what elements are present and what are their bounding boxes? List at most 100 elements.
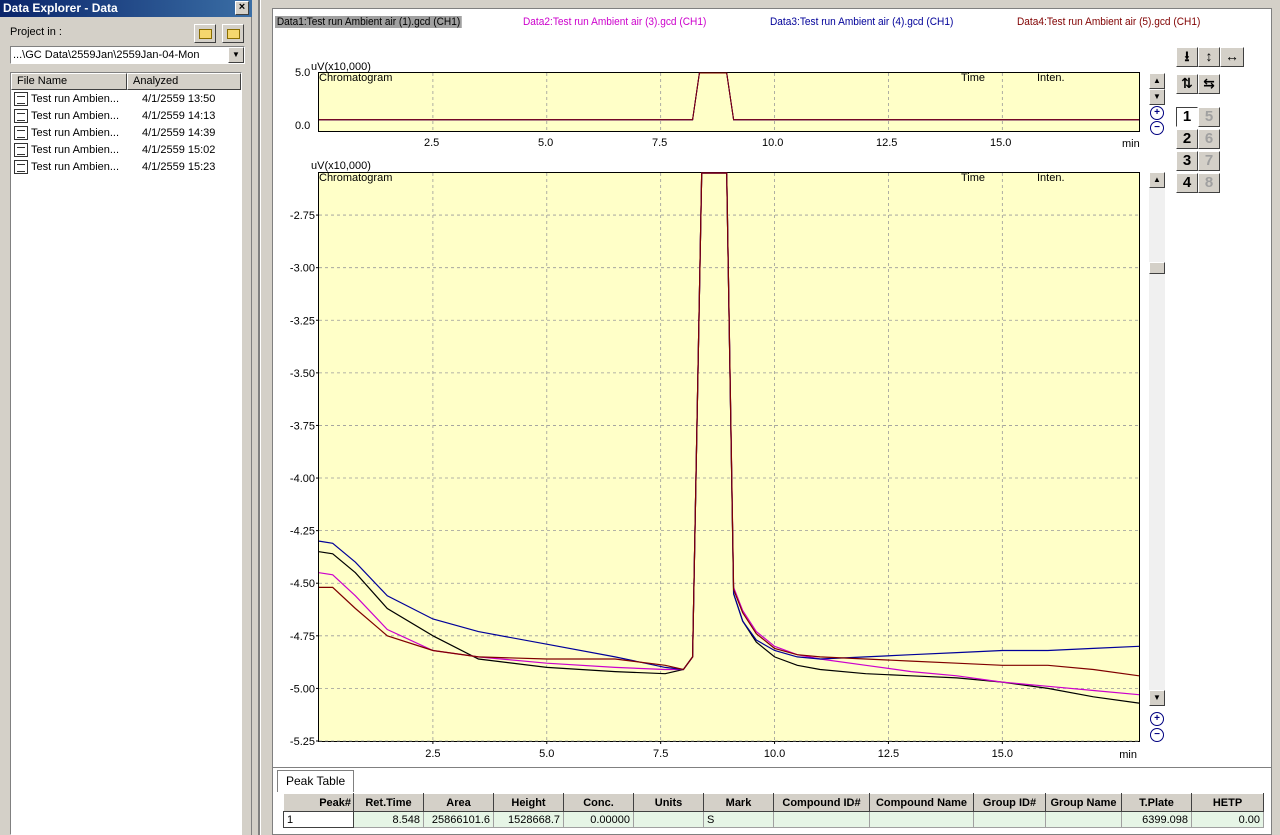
tab-peak-table[interactable]: Peak Table — [277, 770, 355, 792]
browse-folder-button[interactable] — [222, 24, 244, 43]
overview-x-tick: 5.0 — [538, 137, 554, 149]
main-scroll-up-button[interactable]: ▲ — [1149, 172, 1165, 188]
overview-series-line-data2 — [319, 72, 1139, 121]
hetp-cell[interactable]: 0.00 — [1191, 811, 1264, 828]
file-analyzed: 4/1/2559 13:50 — [142, 92, 216, 105]
column-header[interactable]: HETP — [1191, 793, 1264, 812]
units-cell[interactable] — [633, 811, 704, 828]
table-row[interactable]: 1 8.548 25866101.6 1528668.7 0.00000 S 6… — [283, 811, 1264, 828]
peak-number-cell[interactable]: 1 — [283, 811, 354, 828]
legend-data2[interactable]: Data2:Test run Ambient air (3).gcd (CH1) — [523, 16, 707, 28]
main-y-tick-label: -4.50 — [290, 578, 315, 590]
data-explorer-pane: Data Explorer - Data × Project in : ...\… — [0, 0, 252, 835]
overview-scroll-down-button[interactable]: ▼ — [1149, 89, 1165, 105]
column-header[interactable]: T.Plate — [1121, 793, 1192, 812]
file-analyzed: 4/1/2559 14:13 — [142, 109, 216, 122]
group-id-cell[interactable] — [973, 811, 1046, 828]
swap-horizontal-icon[interactable]: ⇆ — [1198, 74, 1220, 94]
main-vertical-scrollbar[interactable] — [1149, 172, 1165, 702]
column-header[interactable]: Compound Name — [869, 793, 974, 812]
main-y-tick-label: -4.25 — [290, 526, 315, 538]
main-y-tick-label: -4.75 — [290, 631, 315, 643]
overview-series-line-data4 — [319, 72, 1139, 121]
main-zoom-in-icon[interactable]: + — [1150, 712, 1164, 726]
mark-cell[interactable]: S — [703, 811, 774, 828]
swap-vertical-icon[interactable]: ⇅ — [1176, 74, 1198, 94]
column-header[interactable]: Group Name — [1045, 793, 1122, 812]
file-analyzed: 4/1/2559 15:23 — [142, 160, 216, 173]
layout-1-button[interactable]: 1 — [1176, 107, 1198, 127]
chevron-down-icon[interactable]: ▼ — [228, 47, 244, 63]
layout-6-button[interactable]: 6 — [1198, 129, 1220, 149]
column-header[interactable]: Ret.Time — [353, 793, 424, 812]
layout-8-button[interactable]: 8 — [1198, 173, 1220, 193]
compound-name-cell[interactable] — [869, 811, 974, 828]
open-folder-button[interactable] — [194, 24, 216, 43]
legend-data4[interactable]: Data4:Test run Ambient air (5).gcd (CH1) — [1017, 16, 1201, 28]
t-plate-cell[interactable]: 6399.098 — [1121, 811, 1192, 828]
column-header[interactable]: Height — [493, 793, 564, 812]
legend-data3[interactable]: Data3:Test run Ambient air (4).gcd (CH1) — [770, 16, 954, 28]
list-item[interactable]: Test run Ambien... 4/1/2559 14:13 — [11, 107, 241, 124]
column-header[interactable]: Conc. — [563, 793, 634, 812]
overview-scroll-up-button[interactable]: ▲ — [1149, 73, 1165, 89]
layout-4-button[interactable]: 4 — [1176, 173, 1198, 193]
compound-id-cell[interactable] — [773, 811, 870, 828]
main-y-tick-label: -3.00 — [290, 263, 315, 275]
main-time-label: Time — [961, 172, 986, 184]
folder-open-icon — [227, 29, 240, 39]
pane-splitter[interactable] — [252, 0, 272, 835]
column-header[interactable]: Compound ID# — [773, 793, 870, 812]
list-item[interactable]: Test run Ambien... 4/1/2559 13:50 — [11, 90, 241, 107]
file-list[interactable]: File Name Analyzed Test run Ambien... 4/… — [10, 72, 242, 835]
layout-3-button[interactable]: 3 — [1176, 151, 1198, 171]
main-inten-label: Inten. — [1037, 172, 1065, 184]
list-item[interactable]: Test run Ambien... 4/1/2559 15:23 — [11, 158, 241, 175]
project-path-value: ...\GC Data\2559Jan\2559Jan-04-Mon — [13, 49, 200, 61]
main-y-tick-label: -3.50 — [290, 368, 315, 380]
overview-x-tick: 7.5 — [652, 137, 668, 149]
column-header[interactable]: Area — [423, 793, 494, 812]
legend-data1[interactable]: Data1:Test run Ambient air (1).gcd (CH1) — [275, 16, 463, 28]
peak-table[interactable]: Peak# Ret.Time Area Height Conc. Units M… — [283, 793, 1264, 828]
main-zoom-out-icon[interactable]: − — [1150, 728, 1164, 742]
overview-zoom-in-icon[interactable]: + — [1150, 106, 1164, 120]
chromatogram-file-icon — [14, 125, 28, 140]
conc-cell[interactable]: 0.00000 — [563, 811, 634, 828]
column-header[interactable]: Units — [633, 793, 704, 812]
main-scroll-down-button[interactable]: ▼ — [1149, 690, 1165, 706]
list-item[interactable]: Test run Ambien... 4/1/2559 15:02 — [11, 141, 241, 158]
main-x-unit: min — [1119, 749, 1137, 761]
project-path-select[interactable]: ...\GC Data\2559Jan\2559Jan-04-Mon ▼ — [10, 46, 245, 64]
expand-horizontal-icon[interactable]: ↔ — [1220, 47, 1244, 67]
ret-time-cell[interactable]: 8.548 — [353, 811, 424, 828]
overview-x-tick: 2.5 — [424, 137, 440, 149]
column-header[interactable]: Mark — [703, 793, 774, 812]
height-cell[interactable]: 1528668.7 — [493, 811, 564, 828]
overview-inten-label: Inten. — [1037, 72, 1065, 84]
close-icon[interactable]: × — [235, 1, 249, 15]
overview-zoom-out-icon[interactable]: − — [1150, 121, 1164, 135]
column-header[interactable]: Group ID# — [973, 793, 1046, 812]
column-header[interactable]: Peak# — [283, 793, 354, 812]
overview-series-line-data3 — [319, 72, 1139, 121]
column-header-analyzed[interactable]: Analyzed — [127, 73, 241, 90]
file-name: Test run Ambien... — [31, 92, 120, 105]
layout-5-button[interactable]: 5 — [1198, 107, 1220, 127]
group-name-cell[interactable] — [1045, 811, 1122, 828]
main-y-tick-label: -5.25 — [290, 736, 315, 748]
main-x-tick-label: 5.0 — [539, 748, 554, 760]
overview-plot[interactable] — [318, 72, 1140, 132]
expand-vertical-icon[interactable]: ↕ — [1198, 47, 1220, 67]
file-analyzed: 4/1/2559 14:39 — [142, 126, 216, 139]
column-header-file-name[interactable]: File Name — [11, 73, 127, 90]
layout-7-button[interactable]: 7 — [1198, 151, 1220, 171]
main-scroll-thumb[interactable] — [1149, 262, 1165, 274]
layout-2-button[interactable]: 2 — [1176, 129, 1198, 149]
area-cell[interactable]: 25866101.6 — [423, 811, 494, 828]
overview-x-tick: 10.0 — [762, 137, 784, 149]
arrow-down-bar-icon[interactable]: ⭳ — [1176, 47, 1198, 67]
chromatogram-file-icon — [14, 108, 28, 123]
list-item[interactable]: Test run Ambien... 4/1/2559 14:39 — [11, 124, 241, 141]
overview-unit-label: uV(x10,000) — [311, 61, 371, 73]
